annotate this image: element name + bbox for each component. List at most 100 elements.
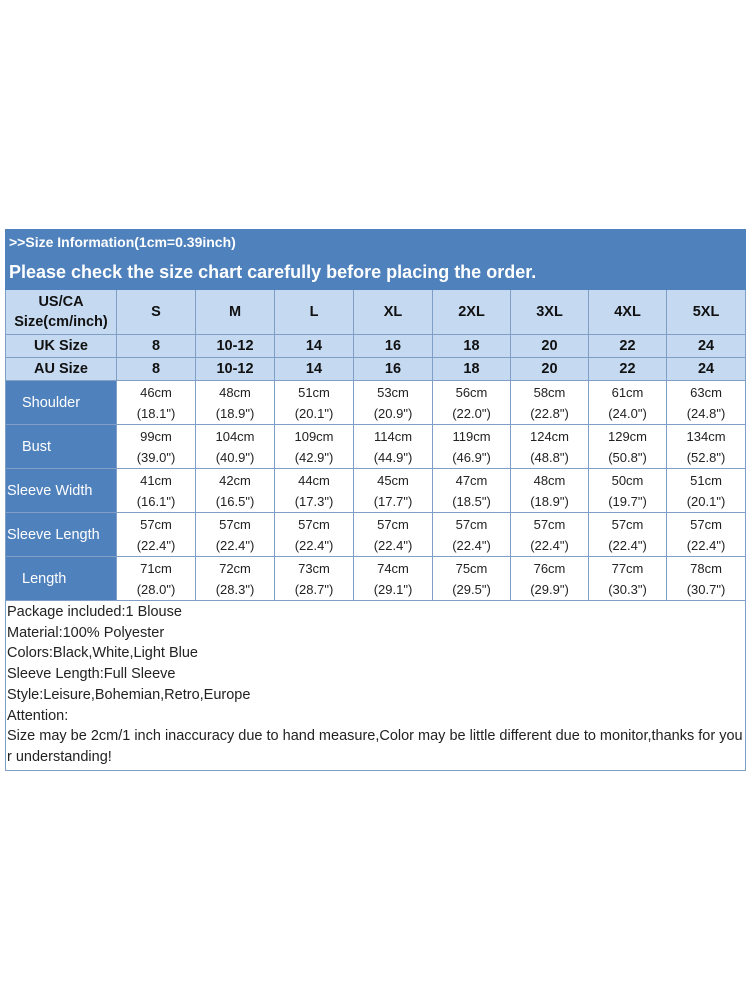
shoulder-row: Shoulder 46cm (18.1") 48cm (18.9") 51cm (20… xyxy=(5,380,747,425)
inch-value: (30.3") xyxy=(608,581,647,597)
cm-value: 124cm xyxy=(529,428,570,444)
inch-value: (39.0") xyxy=(136,449,176,465)
au-size-cell: 20 xyxy=(510,357,589,381)
au-size-label: AU Size xyxy=(5,357,117,381)
size-header-cell: L xyxy=(274,289,354,335)
cm-value: 129cm xyxy=(607,428,648,444)
measurement-cell: 41cm (16.1") xyxy=(116,468,196,513)
inch-value: (20.1") xyxy=(294,405,334,421)
measurement-cell: 61cm (24.0") xyxy=(588,380,667,425)
cm-value: 57cm xyxy=(455,516,488,532)
cm-value: 109cm xyxy=(294,428,334,444)
measurement-cell: 99cm (39.0") xyxy=(116,424,196,469)
inch-value: (22.4") xyxy=(215,537,255,553)
inch-value: (24.0") xyxy=(608,405,647,421)
inch-value: (30.7") xyxy=(686,581,726,597)
uk-size-label: UK Size xyxy=(5,334,117,358)
inch-value: (44.9") xyxy=(373,449,413,465)
notes-row: Package included:1 Blouse Material:100% … xyxy=(4,600,747,771)
uk-size-cell: 22 xyxy=(588,334,667,358)
us-size-row: US/CA Size(cm/inch) S M L XL 2XL 3XL 4XL… xyxy=(5,289,747,335)
cm-value: 57cm xyxy=(611,516,644,532)
inch-value: (22.4") xyxy=(608,537,647,553)
cm-value: 57cm xyxy=(533,516,566,532)
inch-value: (18.9") xyxy=(215,405,255,421)
cm-value: 45cm xyxy=(377,472,409,488)
inch-value: (16.1") xyxy=(136,493,176,509)
inch-value: (22.4") xyxy=(530,537,569,553)
size-header-cell: 2XL xyxy=(432,289,511,335)
measurement-cell: 44cm (17.3") xyxy=(274,468,354,513)
inch-value: (28.0") xyxy=(136,581,176,597)
measurement-cell: 134cm (52.8") xyxy=(665,424,747,469)
cm-value: 44cm xyxy=(298,472,330,488)
size-header-cell: S xyxy=(116,289,196,335)
inch-value: (22.8") xyxy=(530,405,569,421)
inch-value: (48.8") xyxy=(530,449,569,465)
inch-value: (52.8") xyxy=(686,449,726,465)
inch-value: (24.8") xyxy=(686,405,726,421)
cm-value: 57cm xyxy=(219,516,251,532)
sleeve-length-note: Sleeve Length:Full Sleeve xyxy=(7,666,176,683)
measurement-cell: 57cm (22.4") xyxy=(665,512,747,557)
measurement-cell: 42cm (16.5") xyxy=(195,468,275,513)
length-row: Length 71cm (28.0") 72cm (28.3") 73cm (28.7… xyxy=(5,556,747,601)
measurement-cell: 57cm (22.4") xyxy=(432,512,511,557)
corner-header-line1: US/CA xyxy=(38,294,84,310)
uk-size-cell: 8 xyxy=(116,334,196,358)
inch-value: (29.1") xyxy=(373,581,413,597)
inch-value: (29.5") xyxy=(452,581,491,597)
inch-value: (22.4") xyxy=(136,537,176,553)
au-size-cell: 8 xyxy=(116,357,196,381)
measurement-cell: 48cm (18.9") xyxy=(510,468,589,513)
measurement-cell: 51cm (20.1") xyxy=(665,468,747,513)
measurement-cell: 50cm (19.7") xyxy=(588,468,667,513)
uk-size-cell: 18 xyxy=(432,334,511,358)
uk-size-cell: 24 xyxy=(665,334,747,358)
au-size-cell: 16 xyxy=(353,357,433,381)
cm-value: 73cm xyxy=(298,560,330,576)
measurement-cell: 57cm (22.4") xyxy=(274,512,354,557)
inch-value: (20.1") xyxy=(686,493,726,509)
cm-value: 48cm xyxy=(219,384,251,400)
cm-value: 58cm xyxy=(533,384,566,400)
sleeve-length-label: Sleeve Length xyxy=(5,512,117,557)
inch-value: (29.9") xyxy=(530,581,569,597)
inch-value: (16.5") xyxy=(215,493,255,509)
measurement-cell: 74cm (29.1") xyxy=(353,556,433,601)
inch-value: (46.9") xyxy=(452,449,491,465)
measurement-cell: 57cm (22.4") xyxy=(353,512,433,557)
au-size-cell: 24 xyxy=(665,357,747,381)
au-size-cell: 18 xyxy=(432,357,511,381)
cm-value: 119cm xyxy=(452,428,491,444)
measurement-cell: 76cm (29.9") xyxy=(510,556,589,601)
measurement-cell: 48cm (18.9") xyxy=(195,380,275,425)
cm-value: 51cm xyxy=(298,384,330,400)
uk-size-row: UK Size 8 10-12 14 16 18 20 22 24 xyxy=(5,334,747,358)
au-size-cell: 10-12 xyxy=(195,357,275,381)
inch-value: (18.9") xyxy=(530,493,569,509)
inch-value: (28.3") xyxy=(215,581,255,597)
size-header-cell: 5XL xyxy=(665,289,747,335)
cm-value: 72cm xyxy=(219,560,251,576)
measurement-cell: 77cm (30.3") xyxy=(588,556,667,601)
measurement-cell: 114cm (44.9") xyxy=(353,424,433,469)
cm-value: 74cm xyxy=(377,560,409,576)
inch-value: (40.9") xyxy=(215,449,255,465)
size-header-cell: XL xyxy=(353,289,433,335)
measurement-cell: 119cm (46.9") xyxy=(432,424,511,469)
cm-value: 48cm xyxy=(533,472,566,488)
inch-value: (17.7") xyxy=(373,493,413,509)
inch-value: (50.8") xyxy=(608,449,647,465)
cm-value: 99cm xyxy=(140,428,172,444)
measurement-cell: 57cm (22.4") xyxy=(588,512,667,557)
size-header-cell: M xyxy=(195,289,275,335)
measurement-cell: 46cm (18.1") xyxy=(116,380,196,425)
size-info-header-row: >>Size Information(1cm=0.39inch) xyxy=(4,229,747,255)
inch-value: (17.3") xyxy=(294,493,334,509)
measurement-cell: 63cm (24.8") xyxy=(665,380,747,425)
inch-value: (22.4") xyxy=(373,537,413,553)
measurement-cell: 57cm (22.4") xyxy=(116,512,196,557)
au-size-cell: 14 xyxy=(274,357,354,381)
au-size-cell: 22 xyxy=(588,357,667,381)
